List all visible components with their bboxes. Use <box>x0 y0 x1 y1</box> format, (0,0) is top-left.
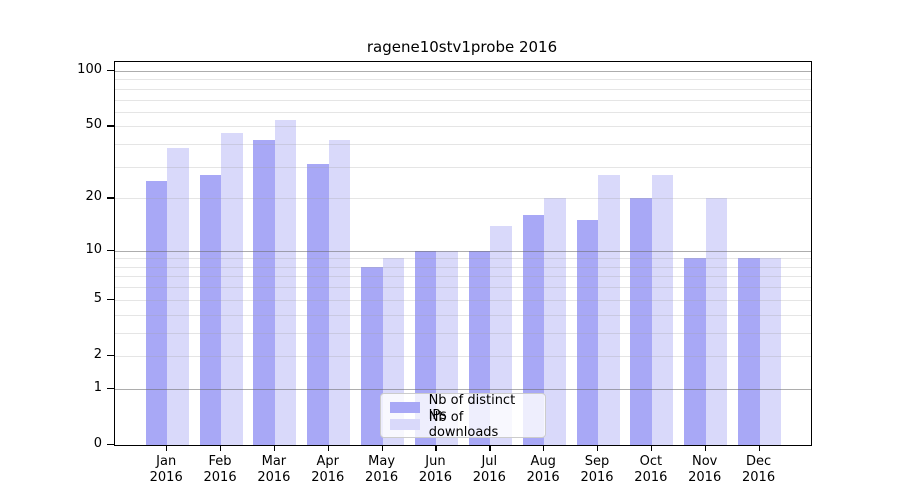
y-tick-20 <box>107 197 114 199</box>
chart-title: ragene10stv1probe 2016 <box>366 38 558 56</box>
gridline-9 <box>115 258 811 260</box>
y-tick-label-2: 2 <box>93 346 102 362</box>
y-tick-label-50: 50 <box>85 117 102 133</box>
grid-layer <box>115 62 811 445</box>
legend-item-downloads: Nb of downloads <box>390 410 536 440</box>
bar-downloads-oct <box>651 174 674 445</box>
legend: Nb of distinct IPs Nb of downloads <box>380 393 546 440</box>
gridline-2 <box>115 355 811 357</box>
bar-distinct-ips-may <box>361 266 383 445</box>
bar-distinct-ips-jan <box>145 180 168 445</box>
x-tick-label-jul: Jul 2016 <box>472 454 506 485</box>
y-tick-10 <box>107 249 114 251</box>
x-tick-mar <box>273 445 276 451</box>
gridline-40 <box>115 144 811 146</box>
x-tick-nov <box>704 445 706 451</box>
x-tick-jan <box>166 445 168 451</box>
bar-distinct-ips-apr <box>307 164 329 445</box>
bar-downloads-sep <box>598 174 620 445</box>
bar-distinct-ips-mar <box>253 140 275 445</box>
bar-downloads-dec <box>759 258 782 445</box>
bar-downloads-apr <box>328 140 351 445</box>
bar-downloads-aug <box>544 198 566 445</box>
x-tick-label-may: May 2016 <box>365 454 399 485</box>
gridline-10 <box>115 250 811 252</box>
y-tick-label-20: 20 <box>85 189 102 205</box>
gridline-5 <box>115 299 811 301</box>
x-tick-label-sep: Sep 2016 <box>580 454 614 485</box>
legend-item-distinct-ips: Nb of distinct IPs <box>390 393 536 423</box>
x-tick-label-nov: Nov 2016 <box>688 454 722 485</box>
bar-downloads-jul <box>490 225 512 445</box>
y-tick-50 <box>107 125 114 127</box>
gridline-7 <box>115 276 811 278</box>
gridline-6 <box>115 287 811 289</box>
gridline-4 <box>115 314 811 316</box>
y-tick-100 <box>107 69 114 72</box>
plot-area <box>114 61 812 446</box>
x-tick-apr <box>327 445 330 451</box>
y-tick-5 <box>107 298 114 301</box>
legend-label-downloads: Nb of downloads <box>428 409 499 440</box>
x-tick-label-feb: Feb 2016 <box>203 454 237 485</box>
legend-swatch-distinct-ips <box>390 402 420 413</box>
y-tick-2 <box>107 354 114 357</box>
gridline-30 <box>115 166 811 168</box>
bar-downloads-nov <box>705 198 728 445</box>
bar-distinct-ips-oct <box>630 198 652 445</box>
gridline-100 <box>115 70 811 72</box>
y-tick-label-5: 5 <box>93 290 102 306</box>
y-tick-0 <box>107 444 114 446</box>
gridline-50 <box>115 126 811 128</box>
x-tick-oct <box>650 445 653 451</box>
x-tick-label-dec: Dec 2016 <box>742 454 776 485</box>
x-tick-label-jan: Jan 2016 <box>149 454 183 485</box>
gridline-90 <box>115 79 811 81</box>
x-tick-label-aug: Aug 2016 <box>526 454 560 485</box>
x-tick-may <box>381 445 383 451</box>
y-tick-label-0: 0 <box>93 436 102 451</box>
x-tick-jul <box>489 445 491 451</box>
gridline-80 <box>115 88 811 90</box>
x-tick-jun <box>435 445 437 451</box>
gridline-70 <box>115 99 811 101</box>
bar-distinct-ips-feb <box>199 174 222 445</box>
bar-downloads-mar <box>274 120 297 445</box>
y-tick-1 <box>107 387 114 390</box>
x-tick-label-apr: Apr 2016 <box>311 454 345 485</box>
y-tick-label-1: 1 <box>93 379 102 395</box>
x-tick-sep <box>597 445 599 451</box>
x-tick-dec <box>758 445 760 451</box>
bar-distinct-ips-nov <box>684 258 706 445</box>
x-tick-label-oct: Oct 2016 <box>634 454 668 485</box>
gridline-20 <box>115 198 811 200</box>
y-tick-label-10: 10 <box>85 241 102 257</box>
bar-distinct-ips-dec <box>738 258 760 445</box>
gridline-8 <box>115 266 811 268</box>
gridline-1 <box>115 388 811 390</box>
legend-swatch-downloads <box>390 419 420 430</box>
bar-downloads-jan <box>167 148 189 445</box>
gridline-3 <box>115 332 811 334</box>
x-tick-label-jun: Jun 2016 <box>418 454 452 485</box>
y-tick-label-100: 100 <box>77 61 102 77</box>
x-tick-aug <box>543 445 545 451</box>
x-tick-label-mar: Mar 2016 <box>257 454 291 485</box>
bar-downloads-feb <box>221 132 243 445</box>
x-tick-feb <box>220 445 222 451</box>
legend-label-distinct-ips: Nb of distinct IPs <box>428 392 516 423</box>
bar-distinct-ips-aug <box>522 215 545 445</box>
gridline-60 <box>115 111 811 113</box>
